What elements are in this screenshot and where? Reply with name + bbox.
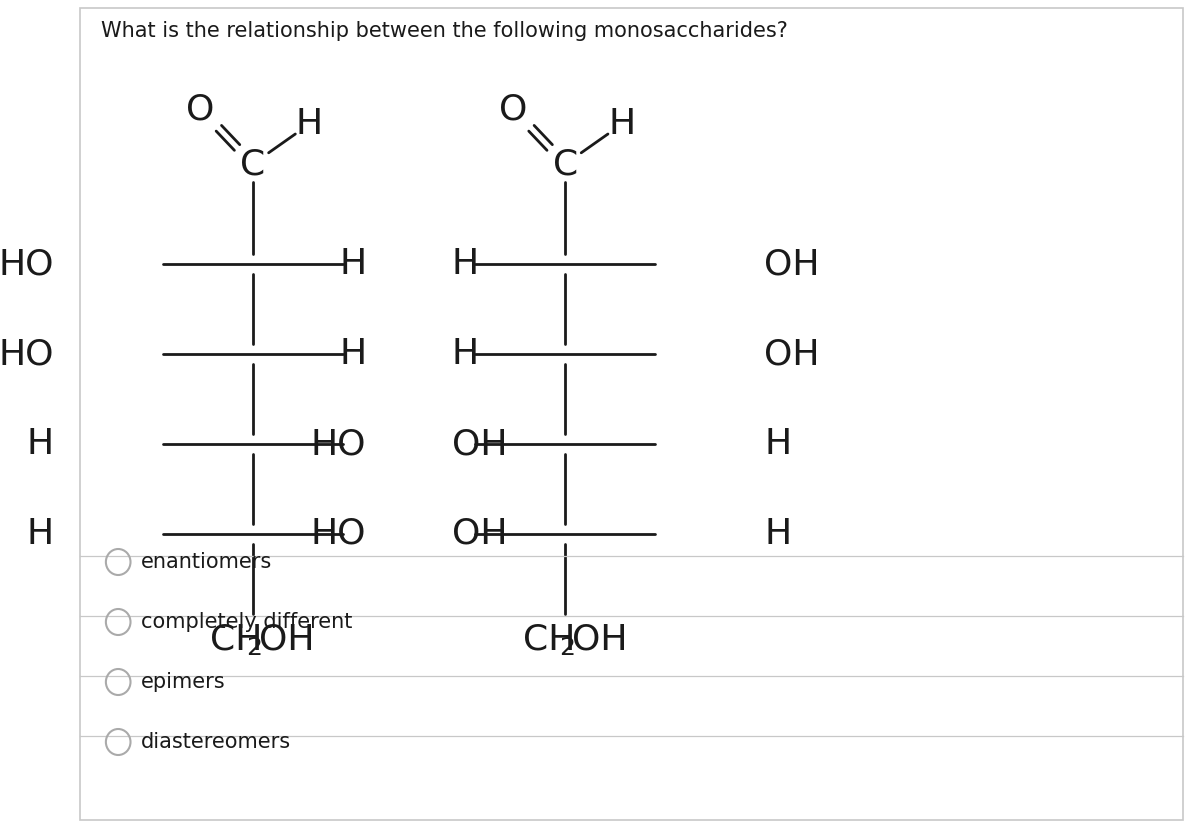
- Text: CH: CH: [210, 622, 263, 656]
- Text: H: H: [340, 337, 366, 371]
- Text: C: C: [553, 147, 578, 181]
- Text: OH: OH: [259, 622, 314, 656]
- Text: H: H: [608, 107, 636, 141]
- Text: H: H: [451, 247, 479, 281]
- Text: OH: OH: [764, 247, 820, 281]
- Text: H: H: [340, 247, 366, 281]
- Text: H: H: [26, 427, 54, 461]
- Text: HO: HO: [0, 247, 54, 281]
- Text: O: O: [499, 92, 528, 126]
- Text: completely different: completely different: [140, 612, 353, 632]
- Text: HO: HO: [0, 337, 54, 371]
- Text: diastereomers: diastereomers: [140, 732, 292, 752]
- Text: H: H: [764, 517, 791, 551]
- Text: enantiomers: enantiomers: [140, 552, 272, 572]
- Text: H: H: [296, 107, 323, 141]
- Text: C: C: [240, 147, 265, 181]
- Text: What is the relationship between the following monosaccharides?: What is the relationship between the fol…: [101, 21, 788, 41]
- Text: epimers: epimers: [140, 672, 226, 692]
- Text: H: H: [764, 427, 791, 461]
- Text: CH: CH: [523, 622, 575, 656]
- Text: 2: 2: [559, 636, 575, 660]
- Text: OH: OH: [451, 427, 508, 461]
- Text: OH: OH: [764, 337, 820, 371]
- Text: H: H: [26, 517, 54, 551]
- Text: H: H: [451, 337, 479, 371]
- Text: 2: 2: [246, 636, 262, 660]
- Text: OH: OH: [451, 517, 508, 551]
- Text: OH: OH: [572, 622, 628, 656]
- Text: O: O: [186, 92, 215, 126]
- Text: HO: HO: [311, 517, 366, 551]
- Text: HO: HO: [311, 427, 366, 461]
